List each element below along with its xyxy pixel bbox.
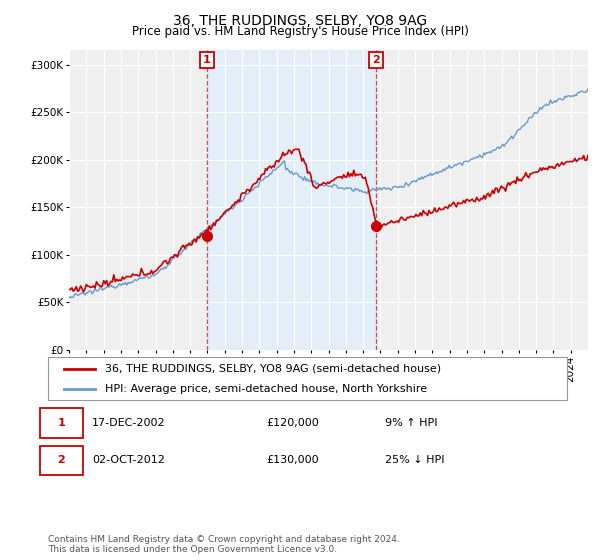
Text: 02-OCT-2012: 02-OCT-2012 (92, 455, 165, 465)
Text: 1: 1 (203, 55, 211, 65)
Text: 36, THE RUDDINGS, SELBY, YO8 9AG (semi-detached house): 36, THE RUDDINGS, SELBY, YO8 9AG (semi-d… (105, 364, 441, 374)
Text: 25% ↓ HPI: 25% ↓ HPI (385, 455, 445, 465)
FancyBboxPatch shape (40, 446, 83, 475)
Text: 2: 2 (372, 55, 380, 65)
Text: 17-DEC-2002: 17-DEC-2002 (92, 418, 166, 428)
FancyBboxPatch shape (48, 357, 567, 400)
Text: Price paid vs. HM Land Registry's House Price Index (HPI): Price paid vs. HM Land Registry's House … (131, 25, 469, 38)
Text: 1: 1 (58, 418, 65, 428)
Text: 9% ↑ HPI: 9% ↑ HPI (385, 418, 438, 428)
Text: Contains HM Land Registry data © Crown copyright and database right 2024.
This d: Contains HM Land Registry data © Crown c… (48, 535, 400, 554)
FancyBboxPatch shape (40, 408, 83, 437)
Text: HPI: Average price, semi-detached house, North Yorkshire: HPI: Average price, semi-detached house,… (105, 384, 427, 394)
Text: £120,000: £120,000 (266, 418, 319, 428)
Text: 2: 2 (58, 455, 65, 465)
Text: 36, THE RUDDINGS, SELBY, YO8 9AG: 36, THE RUDDINGS, SELBY, YO8 9AG (173, 14, 427, 28)
Bar (207, 50, 376, 350)
Text: £130,000: £130,000 (266, 455, 319, 465)
